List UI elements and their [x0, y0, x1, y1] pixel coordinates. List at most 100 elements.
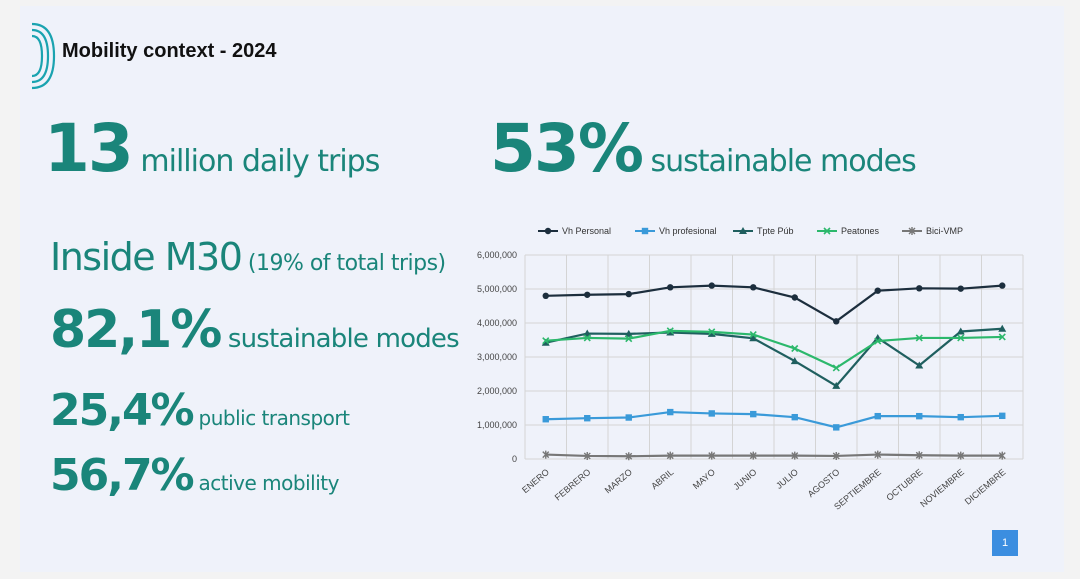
inside-m30-lead: Inside M30: [50, 235, 243, 279]
legend-label: Bici-VMP: [926, 226, 963, 236]
x-tick-label: OCTUBRE: [884, 467, 924, 503]
x-tick-label: MAYO: [691, 467, 717, 491]
data-point: [542, 337, 550, 345]
legend-label: Peatones: [841, 226, 880, 236]
data-point: [541, 338, 550, 346]
data-point: [999, 282, 1006, 289]
series-line: [545, 410, 1003, 429]
x-tick-label: FEBRERO: [553, 467, 593, 503]
m30-sustainable-label: sustainable modes: [220, 324, 460, 354]
data-point: [791, 413, 798, 421]
data-point: [832, 364, 840, 372]
stat-daily-trips-number: 13: [44, 110, 134, 187]
data-point: [708, 451, 716, 460]
data-point: [667, 408, 674, 416]
data-point: [625, 290, 632, 298]
x-tick-label: JUNIO: [731, 467, 758, 492]
stat-inside-m30: Inside M30 (19% of total trips): [50, 235, 446, 279]
y-tick-label: 3,000,000: [477, 352, 517, 362]
data-point: [666, 327, 674, 335]
monthly-trips-chart: 0 1,000,000 2,000,000 3,000,000 4,000,000 5,0…: [477, 226, 1024, 512]
data-point: [625, 335, 633, 343]
series-line: [545, 327, 1003, 388]
legend-label: Vh profesional: [659, 226, 717, 236]
data-point: [750, 284, 757, 291]
data-point: [832, 381, 841, 389]
data-point: [708, 410, 715, 417]
y-tick-label: 4,000,000: [477, 318, 517, 328]
inside-m30-share: (19% of total trips): [241, 251, 446, 276]
public-transport-label: public transport: [192, 406, 350, 430]
data-point: [749, 451, 757, 460]
y-tick-label: 0: [512, 454, 517, 464]
data-point: [874, 337, 882, 345]
data-point: [874, 450, 882, 459]
stat-sustainable-modes: 53% sustainable modes: [490, 116, 917, 182]
data-point: [584, 291, 591, 298]
data-point: [583, 329, 592, 337]
x-tick-label: JULIO: [774, 467, 800, 491]
y-tick-label: 6,000,000: [477, 250, 517, 260]
public-transport-number: 25,4%: [50, 385, 195, 436]
data-point: [874, 412, 881, 420]
data-point: [998, 333, 1006, 341]
x-tick-label: NOVIEMBRE: [918, 467, 966, 509]
data-point: [823, 227, 831, 235]
series-line: [545, 329, 1003, 370]
x-tick-label: MARZO: [603, 467, 634, 496]
logo-icon: [31, 22, 56, 90]
data-point: [542, 292, 549, 299]
active-mobility-label: active mobility: [192, 471, 340, 495]
data-point: [874, 287, 881, 294]
x-tick-label: ABRIL: [649, 467, 675, 491]
data-point: [915, 334, 923, 342]
x-tick-label: DICIEMBRE: [963, 467, 1008, 507]
data-point: [708, 282, 715, 289]
data-point: [542, 416, 549, 423]
data-point: [667, 284, 674, 291]
stat-m30-sustainable: 82,1% sustainable modes: [50, 300, 460, 360]
stat-public-transport: 25,4% public transport: [50, 385, 350, 436]
data-point: [791, 451, 799, 460]
data-point: [583, 451, 591, 460]
x-tick-label: ENERO: [520, 467, 551, 495]
data-point: [957, 451, 965, 460]
data-point: [956, 327, 965, 335]
data-point: [707, 329, 716, 337]
series-line: [545, 453, 1003, 458]
data-point: [739, 227, 747, 234]
data-point: [624, 329, 633, 337]
data-point: [915, 361, 924, 369]
legend-label: Vh Personal: [562, 226, 611, 236]
data-point: [666, 451, 674, 460]
page-title: Mobility context - 2024: [62, 40, 277, 62]
data-point: [641, 227, 649, 235]
data-point: [833, 424, 840, 431]
data-point: [749, 330, 757, 339]
data-point: [583, 334, 591, 342]
data-point: [957, 413, 964, 421]
data-point: [916, 285, 923, 292]
data-point: [791, 294, 798, 301]
series-line: [545, 284, 1003, 323]
data-point: [542, 450, 550, 459]
y-tick-label: 2,000,000: [477, 386, 517, 396]
data-point: [915, 451, 923, 460]
y-tick-label: 1,000,000: [477, 420, 517, 430]
data-point: [999, 412, 1006, 420]
data-point: [544, 227, 552, 235]
data-point: [998, 324, 1007, 332]
stat-daily-trips-label: million daily trips: [131, 144, 380, 179]
stat-active-mobility: 56,7% active mobility: [50, 450, 339, 501]
data-point: [749, 334, 758, 342]
legend-label: Tpte Púb: [757, 226, 794, 236]
data-point: [908, 227, 916, 235]
data-point: [916, 412, 923, 420]
data-point: [998, 451, 1006, 460]
data-point: [832, 451, 840, 460]
stat-sustainable-label: sustainable modes: [641, 144, 917, 179]
data-point: [957, 285, 964, 292]
data-point: [957, 334, 965, 342]
data-point: [791, 344, 799, 353]
data-point: [750, 410, 757, 418]
